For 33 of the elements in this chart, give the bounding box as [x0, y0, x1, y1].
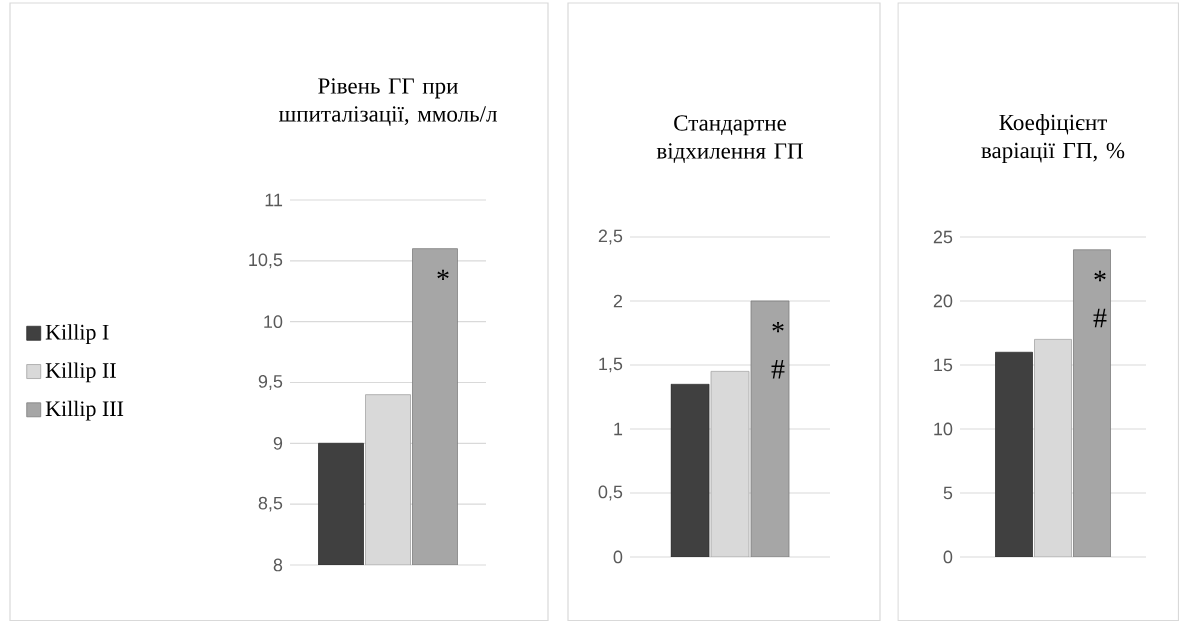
y-tick-label: 0,5 [598, 485, 623, 501]
y-tick-label: 8 [273, 558, 283, 572]
y-tick-label: 10,5 [249, 253, 283, 269]
y-tick-label: 0 [613, 550, 623, 564]
legend-label: Killip III [45, 400, 124, 421]
annotation: # [771, 360, 785, 379]
annotation: * [772, 322, 784, 333]
y-tick-label: 11 [265, 193, 283, 207]
y-tick-label: 0 [943, 550, 953, 564]
bar [995, 351, 1033, 557]
annotation: * [437, 269, 449, 280]
y-tick-label: 8,5 [258, 496, 283, 512]
bar [670, 383, 710, 557]
y-tick-label: 15 [934, 358, 953, 372]
y-tick-label: 1 [614, 422, 623, 436]
y-tick-label: 2,5 [598, 229, 623, 245]
y-tick-label: 2 [613, 294, 623, 308]
bar [1073, 249, 1111, 557]
y-tick-label: 1,5 [599, 357, 623, 373]
y-tick-label: 10 [264, 315, 283, 329]
legend-label: Killip II [45, 362, 116, 383]
legend-label: Killip I [45, 324, 109, 345]
annotation: # [1093, 308, 1107, 328]
y-tick-label: 10 [934, 422, 953, 436]
chart-title: Коефіцієнт варіації ГП, % [981, 114, 1125, 163]
annotation: * [1094, 270, 1106, 282]
y-tick-label: 20 [933, 294, 953, 308]
chart-title: Стандартне відхилення ГП [656, 115, 803, 163]
y-tick-label: 5 [943, 486, 953, 500]
y-tick-label: 9,5 [258, 375, 283, 390]
y-tick-label: 25 [933, 230, 953, 244]
chart-title: Рівень ГГ при шпиталізації, ммоль/л [278, 78, 497, 126]
y-tick-label: 9 [273, 436, 283, 450]
